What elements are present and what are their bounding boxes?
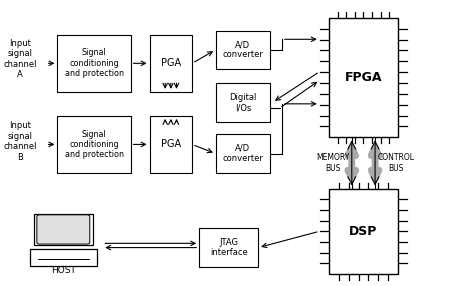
Text: MEMORY
BUS: MEMORY BUS — [316, 153, 349, 173]
FancyBboxPatch shape — [329, 188, 398, 274]
FancyBboxPatch shape — [37, 215, 90, 244]
Text: PGA: PGA — [161, 58, 181, 68]
Text: Input
signal
channel
A: Input signal channel A — [3, 39, 36, 79]
FancyBboxPatch shape — [216, 83, 270, 122]
Text: HOST: HOST — [51, 266, 76, 275]
FancyBboxPatch shape — [199, 229, 258, 267]
FancyBboxPatch shape — [150, 116, 192, 173]
Text: Signal
conditioning
and protection: Signal conditioning and protection — [64, 48, 124, 78]
Text: FPGA: FPGA — [345, 71, 382, 84]
Text: Signal
conditioning
and protection: Signal conditioning and protection — [64, 130, 124, 159]
FancyBboxPatch shape — [57, 35, 131, 92]
FancyBboxPatch shape — [29, 249, 97, 266]
FancyBboxPatch shape — [216, 31, 270, 69]
FancyBboxPatch shape — [57, 116, 131, 173]
FancyBboxPatch shape — [329, 18, 398, 137]
Text: PGA: PGA — [161, 139, 181, 149]
Text: CONTROL
BUS: CONTROL BUS — [377, 153, 414, 173]
Text: Digital
I/Os: Digital I/Os — [229, 93, 256, 112]
Text: A/D
converter: A/D converter — [222, 144, 264, 163]
FancyBboxPatch shape — [34, 214, 92, 245]
FancyBboxPatch shape — [150, 35, 192, 92]
Text: DSP: DSP — [349, 225, 378, 238]
Text: A/D
converter: A/D converter — [222, 40, 264, 59]
Text: Input
signal
channel
B: Input signal channel B — [3, 122, 36, 162]
FancyBboxPatch shape — [216, 134, 270, 173]
Text: JTAG
interface: JTAG interface — [210, 238, 247, 257]
